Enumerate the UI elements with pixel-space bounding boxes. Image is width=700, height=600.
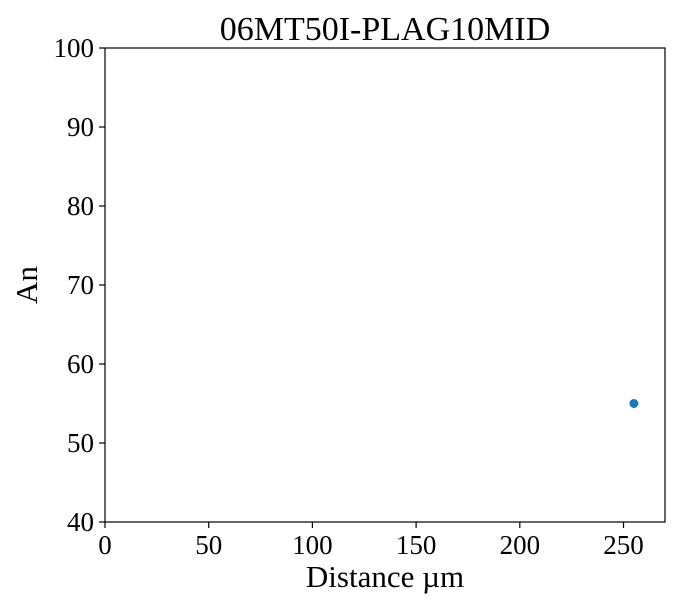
y-axis-ticks: 40 50 60 70 80 90 100 <box>54 33 105 537</box>
y-tick-label: 100 <box>54 33 95 63</box>
chart-title: 06MT50I-PLAG10MID <box>220 11 551 48</box>
y-tick-label: 50 <box>67 428 94 458</box>
x-tick-label: 200 <box>500 530 541 560</box>
y-tick-label: 90 <box>67 112 94 142</box>
x-tick-label: 250 <box>603 530 644 560</box>
x-axis-ticks: 0 50 100 150 200 250 <box>98 522 644 560</box>
y-tick-label: 60 <box>67 349 94 379</box>
x-tick-label: 50 <box>195 530 222 560</box>
x-tick-label: 150 <box>396 530 437 560</box>
x-axis-label: Distance µm <box>306 559 464 594</box>
y-tick-label: 40 <box>67 507 94 537</box>
x-tick-label: 100 <box>292 530 333 560</box>
y-tick-label: 70 <box>67 270 94 300</box>
x-tick-label: 0 <box>98 530 112 560</box>
plot-area-frame <box>104 47 666 523</box>
y-axis-label: An <box>9 266 44 304</box>
y-tick-label: 80 <box>67 191 94 221</box>
data-points <box>629 399 639 408</box>
data-point <box>629 399 639 408</box>
